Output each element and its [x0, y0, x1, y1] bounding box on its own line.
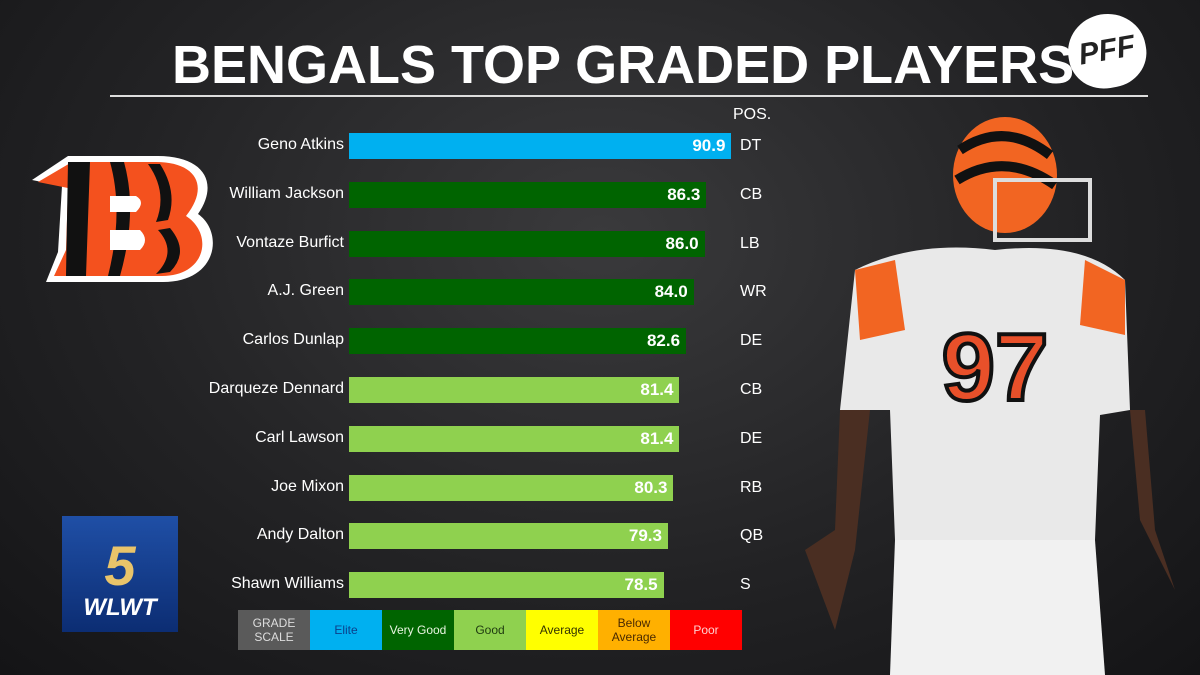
bar-row: Vontaze Burfict 86.0 LB: [0, 230, 800, 257]
position-label: WR: [740, 283, 767, 301]
position-label: DT: [740, 137, 762, 154]
bar-row: Darqueze Dennard 81.4 CB: [0, 377, 800, 403]
player-name: Vontaze Burfict: [236, 233, 344, 251]
grade-value-label: 81.4: [640, 428, 674, 448]
player-name: Joe Mixon: [271, 477, 344, 495]
position-label: CB: [740, 185, 763, 203]
player-name: Shawn Williams: [231, 575, 344, 593]
player-name: Darqueze Dennard: [208, 380, 344, 397]
grade-value-label: 90.9: [692, 136, 726, 155]
position-label: QB: [740, 527, 764, 545]
player-name: William Jackson: [229, 184, 344, 202]
player-name: Geno Atkins: [257, 136, 344, 153]
bar-row: Andy Dalton 79.3 QB: [0, 523, 800, 550]
station-call-sign: WLWT: [83, 594, 157, 621]
jersey-number: 97: [942, 314, 1049, 421]
grade-value-label: 84.0: [654, 282, 688, 302]
position-label: S: [740, 576, 751, 594]
grade-value-label: 82.6: [646, 331, 681, 351]
position-label: DE: [740, 429, 763, 447]
grade-value-label: 80.3: [634, 477, 668, 497]
grade-bar: 78.5: [349, 572, 664, 599]
grade-bar: 86.0: [349, 230, 705, 257]
grade-scale-label: GRADE SCALE: [238, 610, 310, 650]
chart-title: BENGALS TOP GRADED PLAYERS: [172, 35, 1075, 95]
position-label: CB: [740, 381, 763, 398]
player-name: A.J. Green: [267, 282, 344, 300]
grade-scale-item: Below Average: [598, 610, 670, 650]
player-photo: 97: [805, 117, 1175, 675]
grade-bar: 80.3: [349, 474, 674, 501]
grade-scale-item: Very Good: [382, 610, 454, 650]
player-name: Carlos Dunlap: [242, 331, 344, 349]
station-number: 5: [104, 534, 136, 597]
grade-bar: 81.4: [349, 425, 680, 452]
bar-row: A.J. Green 84.0 WR: [0, 279, 800, 306]
position-label: LB: [740, 234, 760, 252]
position-header: POS.: [733, 106, 772, 123]
grade-bar: 90.9: [349, 133, 732, 159]
grade-value-label: 78.5: [624, 575, 658, 595]
player-name: Carl Lawson: [255, 428, 344, 446]
grade-value-label: 86.0: [665, 233, 699, 253]
wlwt-logo: 5 WLWT: [62, 516, 178, 632]
pff-logo: PFF: [1062, 7, 1152, 95]
bar-row: William Jackson 86.3 CB: [0, 181, 800, 208]
position-label: RB: [740, 478, 763, 496]
bar-row: Geno Atkins 90.9 DT: [0, 133, 800, 159]
grade-value-label: 79.3: [628, 526, 662, 546]
grade-bar: 84.0: [349, 279, 694, 306]
grade-value-label: 81.4: [640, 380, 674, 399]
grade-bar: 82.6: [349, 328, 687, 355]
bar-row: Joe Mixon 80.3 RB: [0, 474, 800, 501]
grade-scale-item: Average: [526, 610, 598, 650]
bar-row: Carlos Dunlap 82.6 DE: [0, 328, 800, 355]
grade-scale-item: Good: [454, 610, 526, 650]
bar-row: Carl Lawson 81.4 DE: [0, 425, 800, 452]
grade-scale-item: Elite: [310, 610, 382, 650]
pff-logo-text: PFF: [1076, 29, 1138, 72]
bengals-logo: [32, 156, 213, 282]
grade-bar: 81.4: [349, 377, 680, 403]
position-label: DE: [740, 332, 763, 350]
grade-bar: 86.3: [349, 181, 707, 208]
grade-value-label: 86.3: [667, 184, 701, 204]
bar-row: Shawn Williams 78.5 S: [0, 572, 800, 599]
grade-bar: 79.3: [349, 523, 668, 550]
grade-scale-item: Poor: [670, 610, 742, 650]
grade-scale-legend: GRADE SCALE Elite Very Good Good Average Bel…: [238, 610, 742, 650]
player-name: Andy Dalton: [256, 526, 344, 544]
title-divider: [110, 95, 1148, 97]
